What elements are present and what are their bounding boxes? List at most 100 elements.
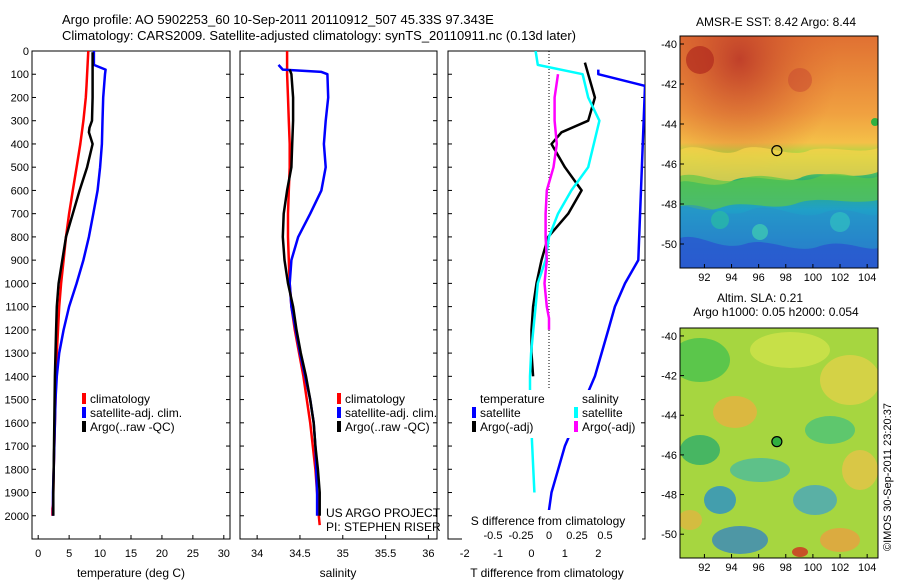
salinity-legend: climatology satellite-adj. clim. Argo(..… <box>337 392 437 434</box>
map-x-tick-label: 94 <box>725 272 737 284</box>
s-tick-label: 0.5 <box>597 530 612 542</box>
depth-tick-label: 300 <box>11 116 29 128</box>
x-tick-label: 36 <box>422 548 434 560</box>
sla-map-panel: Altim. SLA: 0.21 Argo h1000: 0.05 h2000:… <box>661 291 879 574</box>
legend-swatch-argo <box>337 421 341 432</box>
legend-swatch-s-satellite <box>574 407 578 418</box>
difference-legend: temperature salinity satellite Argo(-adj… <box>470 390 640 438</box>
map-x-tick-label: 102 <box>831 272 849 284</box>
t-difference-x-label: T difference from climatology <box>470 566 624 580</box>
depth-tick-label: 1500 <box>5 395 29 407</box>
map-x-tick-label: 96 <box>753 272 765 284</box>
sla-map-title-2: Argo h1000: 0.05 h2000: 0.054 <box>693 305 859 319</box>
depth-tick-label: 1400 <box>5 371 29 383</box>
x-tick-label: 1 <box>562 548 568 560</box>
legend-label-argo: Argo(..raw -QC) <box>345 420 430 434</box>
s-tick-label: 0 <box>546 530 552 542</box>
temperature-x-label: temperature (deg C) <box>77 566 185 580</box>
map-x-tick-label: 96 <box>753 562 765 574</box>
legend-swatch-satellite <box>337 407 341 418</box>
x-tick-label: 34.5 <box>289 548 310 560</box>
x-tick-label: 35 <box>337 548 349 560</box>
x-tick-label: 2 <box>595 548 601 560</box>
temperature-x-axis: 0 5 10 15 20 25 30 <box>35 535 230 560</box>
x-tick-label: 30 <box>218 548 230 560</box>
depth-tick-label: 1300 <box>5 348 29 360</box>
depth-tick-label: 100 <box>11 69 29 81</box>
salinity-axes-box <box>239 50 438 540</box>
map-x-tick-label: 104 <box>858 562 876 574</box>
depth-tick-label: 1700 <box>5 441 29 453</box>
map-y-tick-label: -44 <box>661 119 677 131</box>
series-line-argo-raw-qc- <box>281 69 321 516</box>
map-x-tick-label: 102 <box>831 562 849 574</box>
legend-swatch-t-satellite <box>472 407 476 418</box>
page-title-line-1: Argo profile: AO 5902253_60 10-Sep-2011 … <box>62 12 494 27</box>
map-y-tick-label: -44 <box>661 410 677 422</box>
sst-map-panel: AMSR-E SST: 8.42 Argo: 8.44 92 94 96 98 100 1… <box>661 15 879 284</box>
series-line-argo-raw-qc- <box>52 52 94 516</box>
x-tick-label: -1 <box>493 548 503 560</box>
depth-tick-label: 500 <box>11 162 29 174</box>
depth-tick-label: 400 <box>11 139 29 151</box>
s-axis-bg <box>462 510 642 540</box>
x-tick-label: 0 <box>528 548 534 560</box>
depth-tick-label: 0 <box>23 46 29 58</box>
temperature-panel: 0100200300400500600700800900100011001200… <box>5 46 231 580</box>
depth-tick-label: 900 <box>11 255 29 267</box>
series-line-argo-adj- <box>530 62 597 377</box>
depth-tick-label: 1100 <box>5 302 29 314</box>
x-tick-label: 35.5 <box>375 548 396 560</box>
depth-tick-label: 200 <box>11 92 29 104</box>
legend-label-climatology: climatology <box>90 392 150 406</box>
sla-map-title-1: Altim. SLA: 0.21 <box>717 291 803 305</box>
depth-tick-label: 1900 <box>5 488 29 500</box>
temperature-legend: climatology satellite-adj. clim. Argo(..… <box>82 392 182 434</box>
page-title-line-2: Climatology: CARS2009. Satellite-adjuste… <box>62 28 577 43</box>
legend-label-satellite: satellite-adj. clim. <box>90 406 182 420</box>
sst-heatmap <box>680 36 878 268</box>
legend-swatch-argo <box>82 421 86 432</box>
legend-swatch-s-argo <box>574 421 578 432</box>
depth-tick-label: 700 <box>11 209 29 221</box>
s-tick-label: -0.5 <box>484 530 503 542</box>
sst-map-axes: 92 94 96 98 100 102 104 -40 -42 -44 -46 -48 -50 <box>661 39 876 284</box>
sla-map-axes: 92 94 96 98 100 102 104 -40 -42 -44 -46 -48 -50 <box>661 331 876 574</box>
map-y-tick-label: -50 <box>661 529 677 541</box>
map-x-tick-label: 104 <box>858 272 876 284</box>
map-y-tick-label: -50 <box>661 239 677 251</box>
difference-panel: -2 -1 0 1 2 temperature salinity satellite A… <box>447 50 646 580</box>
legend-label-satellite: satellite-adj. clim. <box>345 406 437 420</box>
project-annotation: US ARGO PROJECT <box>326 506 441 520</box>
map-x-tick-label: 100 <box>804 562 822 574</box>
legend-label-t-argo: Argo(-adj) <box>480 420 533 434</box>
depth-tick-label: 1200 <box>5 325 29 337</box>
x-tick-label: 25 <box>187 548 199 560</box>
map-y-tick-label: -46 <box>661 450 677 462</box>
x-tick-label: 34 <box>251 548 263 560</box>
map-x-tick-label: 98 <box>780 562 792 574</box>
map-x-tick-label: 98 <box>780 272 792 284</box>
x-tick-label: 10 <box>94 548 106 560</box>
map-y-tick-label: -42 <box>661 371 677 383</box>
map-x-tick-label: 92 <box>698 562 710 574</box>
salinity-x-label: salinity <box>320 566 357 580</box>
imos-timestamp: ©IMOS 30-Sep-2011 23:20:37 <box>882 403 894 551</box>
legend-swatch-satellite <box>82 407 86 418</box>
s-tick-label: -0.25 <box>508 530 533 542</box>
legend-title-temperature: temperature <box>480 392 545 406</box>
legend-label-climatology: climatology <box>345 392 405 406</box>
map-x-tick-label: 94 <box>725 562 737 574</box>
x-tick-label: -2 <box>460 548 470 560</box>
legend-swatch-climatology <box>82 393 86 404</box>
salinity-x-axis: 34 34.5 35 35.5 36 <box>251 535 435 560</box>
map-x-tick-label: 92 <box>698 272 710 284</box>
s-difference-tick-labels: -0.5 -0.25 0 0.25 0.5 <box>484 530 613 542</box>
depth-tick-label: 1000 <box>5 278 29 290</box>
legend-label-t-satellite: satellite <box>480 406 521 420</box>
sst-map-frame <box>679 35 879 269</box>
depth-tick-label: 600 <box>11 185 29 197</box>
s-tick-label: 0.25 <box>566 530 587 542</box>
pi-annotation: PI: STEPHEN RISER <box>326 520 441 534</box>
legend-label-s-argo: Argo(-adj) <box>582 420 635 434</box>
